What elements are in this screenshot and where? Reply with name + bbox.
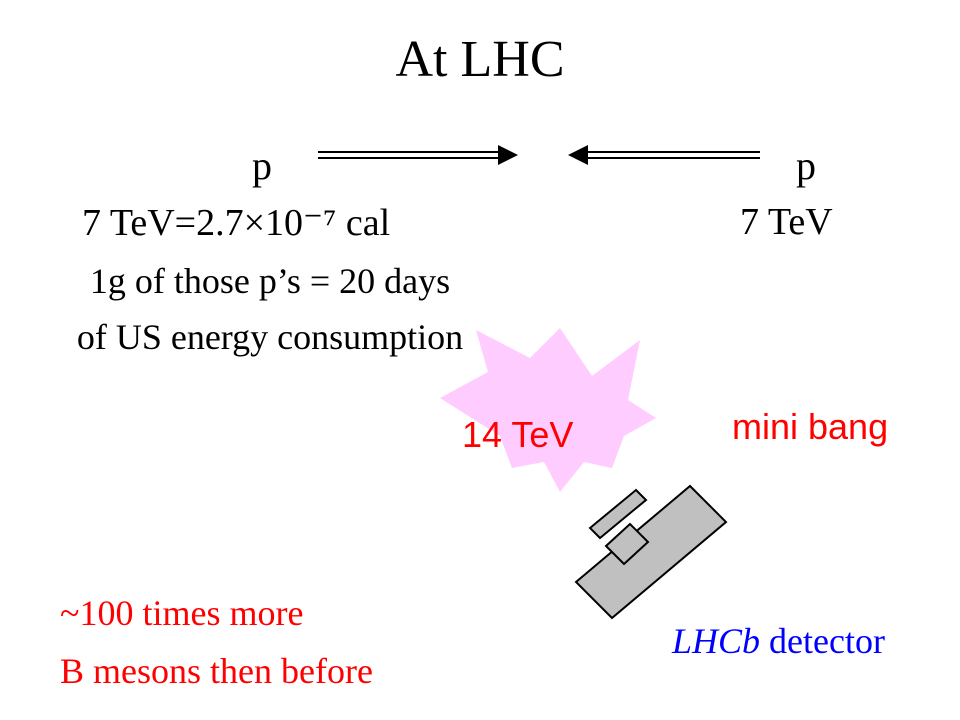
detector-caption: LHCb detector xyxy=(672,620,885,662)
lhcb-detector-icon xyxy=(574,484,728,620)
energy-fact-line1: 1g of those p’s = 20 days xyxy=(89,261,451,301)
detector-word: detector xyxy=(760,621,885,661)
bmeson-line1: ~100 times more xyxy=(60,593,304,633)
beam-arrow-right xyxy=(318,145,518,165)
collision-burst-icon xyxy=(440,328,656,492)
bmeson-line2: B mesons then before xyxy=(60,651,373,691)
beam-arrow-left xyxy=(568,145,760,165)
slide-title: At LHC xyxy=(395,31,565,88)
beam-right-particle: p xyxy=(796,143,816,188)
energy-fact-line2: of US energy consumption xyxy=(76,317,464,357)
beam-right-energy: 7 TeV xyxy=(740,201,833,243)
detector-name: LHCb xyxy=(672,621,761,661)
collision-energy-label: 14 TeV xyxy=(462,414,574,455)
mini-bang-label: mini bang xyxy=(732,406,889,447)
beam-left-energy: 7 TeV=2.7×10⁻⁷ cal xyxy=(82,202,391,244)
beam-left-particle: p xyxy=(252,143,272,188)
